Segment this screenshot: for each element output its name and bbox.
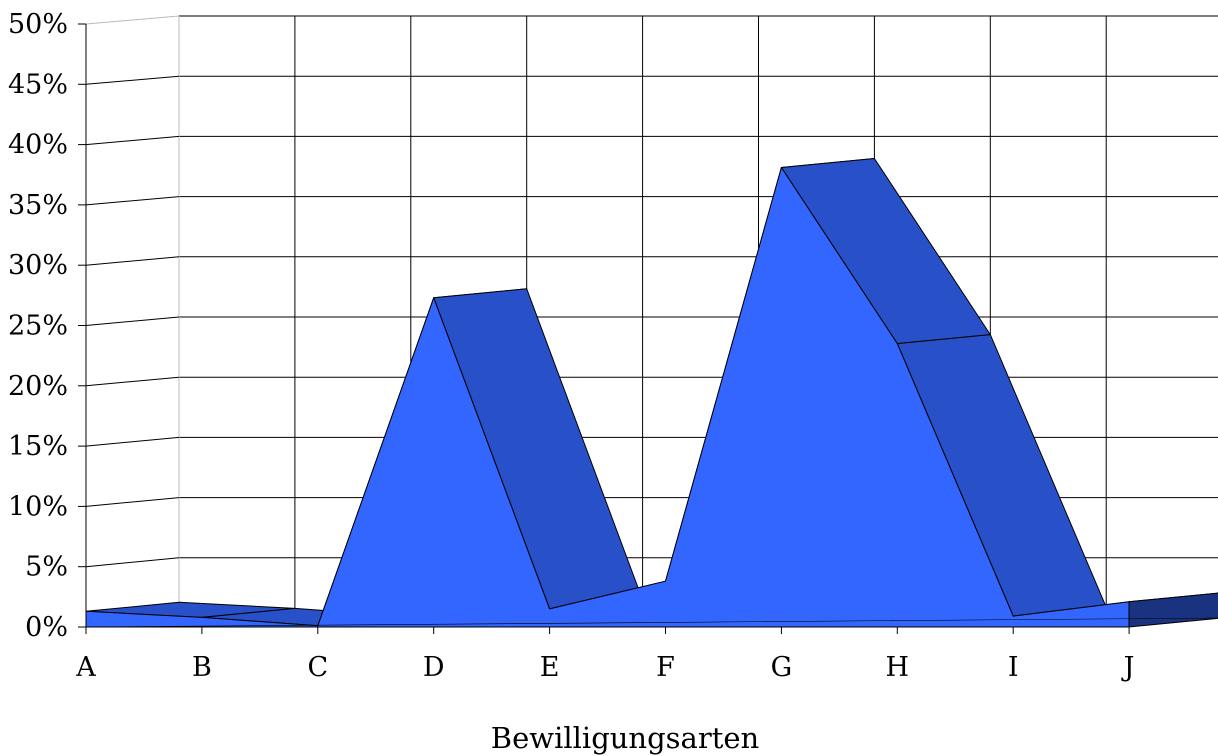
y-tick-label: 10% bbox=[8, 491, 68, 522]
x-tick-label: G bbox=[771, 652, 793, 683]
y-tick-label: 30% bbox=[8, 250, 68, 281]
side-gridline bbox=[85, 557, 180, 568]
y-tick-label: 25% bbox=[8, 311, 68, 342]
y-tick-label: 35% bbox=[8, 190, 68, 221]
x-tick-label: J bbox=[1121, 652, 1135, 683]
side-gridline bbox=[85, 196, 180, 206]
y-tick-label: 50% bbox=[8, 9, 68, 40]
y-tick-label: 45% bbox=[8, 69, 68, 100]
side-gridline bbox=[85, 15, 180, 25]
y-axis-tick-labels: 0% 5% 10% 15% 20% 25% 30% 35% 40% 45% 50% bbox=[8, 9, 86, 643]
side-gridline bbox=[85, 135, 180, 146]
x-tick-label: C bbox=[307, 652, 328, 683]
x-tick-label: D bbox=[423, 652, 445, 683]
side-wall-grid bbox=[85, 15, 180, 628]
y-tick-label: 20% bbox=[8, 371, 68, 402]
side-gridline bbox=[85, 376, 180, 387]
x-axis-tick-labels: A B C D E F G H I J bbox=[75, 627, 1135, 683]
side-gridline bbox=[85, 75, 180, 85]
side-gridline bbox=[85, 497, 180, 507]
side-gridline bbox=[85, 316, 180, 326]
area-end-face bbox=[1128, 592, 1218, 628]
x-tick-label: B bbox=[192, 652, 212, 683]
y-tick-label: 40% bbox=[8, 130, 68, 161]
x-tick-label: A bbox=[75, 652, 96, 683]
x-tick-label: H bbox=[886, 652, 910, 683]
y-tick-label: 15% bbox=[8, 431, 68, 462]
y-tick-label: 0% bbox=[25, 612, 68, 643]
side-gridline bbox=[85, 256, 180, 266]
y-tick-label: 5% bbox=[25, 552, 68, 583]
x-tick-label: E bbox=[540, 652, 560, 683]
x-axis-depth-line bbox=[85, 617, 1218, 628]
x-tick-label: F bbox=[656, 652, 675, 683]
x-axis-label: Bewilligungsarten bbox=[491, 721, 759, 755]
x-tick-label: I bbox=[1008, 652, 1019, 683]
side-gridline bbox=[85, 436, 180, 447]
area-series bbox=[78, 158, 1218, 628]
